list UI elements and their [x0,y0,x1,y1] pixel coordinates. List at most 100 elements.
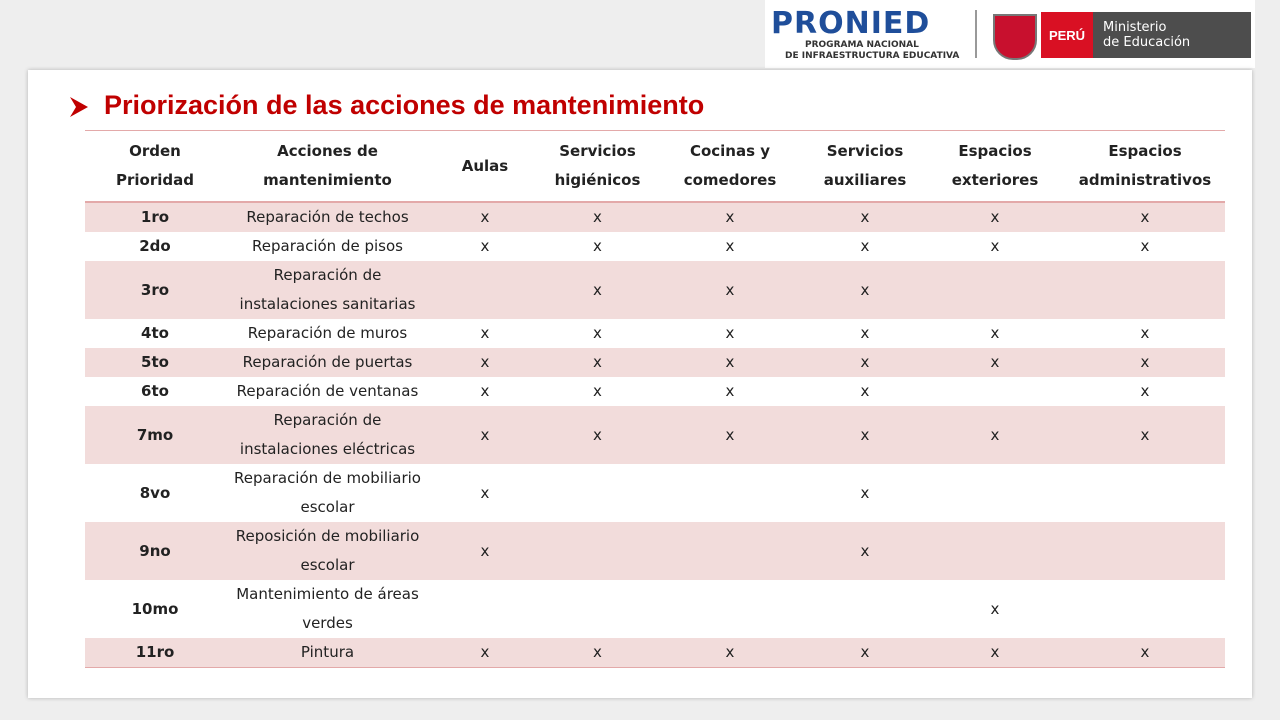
header-row: Orden Prioridad Acciones de mantenimiento… [85,130,1225,203]
table-cell: x [430,522,540,580]
table-row: 4to Reparación de muros x x x x x x [85,319,1225,348]
column-header: Espacios administrativos [1065,130,1225,203]
table-cell [655,522,805,580]
table-cell [430,261,540,319]
table-cell: x [925,406,1065,464]
table-row: 7mo Reparación de instalaciones eléctrica… [85,406,1225,464]
table-row: 2do Reparación de pisos x x x x x x [85,232,1225,261]
table-row: 3ro Reparación de instalaciones sanitaria… [85,261,1225,319]
table-cell: x [860,237,870,255]
column-header: Aulas [430,130,540,203]
table-cell: x [925,202,1065,232]
country-label: PERÚ [1041,12,1093,58]
table-cell: x [805,202,925,232]
table-cell [925,377,1065,406]
table-cell: 11ro [85,638,225,668]
column-header: Servicios higiénicos [540,130,655,203]
table-cell: 8vo [139,483,171,502]
table-cell [655,580,805,638]
table-cell: x [430,638,540,668]
table-cell: x [1140,237,1150,255]
table-cell: x [540,348,655,377]
table-cell: x [1140,324,1150,342]
column-header: Orden Prioridad [85,130,225,203]
table-cell: x [725,324,735,342]
table-cell: x [990,324,1000,342]
table-cell: x [480,324,490,342]
table-cell: Reparación de mobiliario escolar [234,469,421,516]
table-cell: x [860,324,870,342]
logo-bar: PRONIED PROGRAMA NACIONAL DE INFRAESTRUC… [765,0,1255,68]
table-cell: Reparación de puertas [225,348,430,377]
table-cell: 1ro [85,202,225,232]
table-cell [925,464,1065,522]
table-cell: x [655,348,805,377]
table-cell: x [540,261,655,319]
table-row: 5to Reparación de puertas x x x x x x [85,348,1225,377]
table-cell: x [805,522,925,580]
table-cell: x [480,483,490,502]
table-cell: x [1065,406,1225,464]
table-cell: x [480,382,490,400]
logo-subtitle: PROGRAMA NACIONAL [805,40,919,50]
table-cell [655,464,805,522]
table-row: 10mo Mantenimiento de áreas verdes x [85,580,1225,638]
table-cell: x [593,382,602,400]
bullet [70,97,88,117]
table-cell: Reparación de techos [225,202,430,232]
logo: PRONIED [771,6,931,41]
table-cell [925,261,1065,319]
table-cell: Reparación de instalaciones sanitarias [225,261,430,319]
table-cell [1065,464,1225,522]
separator [975,10,977,58]
table-cell: x [540,406,655,464]
table-cell: x [990,599,1000,618]
table-cell [925,522,1065,580]
ministry-line: de Educación [1103,35,1191,50]
table-cell: x [925,348,1065,377]
table-cell: x [860,382,870,400]
table-cell: x [655,202,805,232]
table-cell [1065,261,1225,319]
table-cell: Reposición de mobiliario escolar [225,522,430,580]
table-cell: 9no [85,522,225,580]
table-cell [1065,580,1225,638]
table-cell: x [725,382,735,400]
table-cell: x [593,237,602,255]
table-cell: x [655,261,805,319]
table-cell [805,580,925,638]
column-header: Acciones de mantenimiento [225,130,430,203]
ministry-line: Ministerio [1103,20,1167,35]
table-cell: x [430,348,540,377]
table-row: 6to Reparación de ventanas x x x x x [85,377,1225,406]
table-cell: 3ro [85,261,225,319]
table-cell [540,464,655,522]
table-cell: Mantenimiento de áreas verdes [236,585,419,632]
column-header: Cocinas y comedores [655,130,805,203]
table-cell: x [1065,638,1225,668]
table-cell [540,522,655,580]
table-cell: Reparación de ventanas [236,382,419,400]
table-cell [1065,522,1225,580]
table-cell: x [860,483,870,502]
table-cell: x [805,406,925,464]
logo-subtitle: DE INFRAESTRUCTURA EDUCATIVA [785,51,960,61]
column-header: Servicios auxiliares [805,130,925,203]
table-cell [430,580,540,638]
table-cell: x [655,638,805,668]
table-cell: 2do [139,237,171,255]
table-row: 1ro Reparación de techos x x x x x x [85,202,1225,232]
slide-title: Priorización de las acciones de mantenim… [104,90,705,120]
table-cell: x [805,348,925,377]
table-cell: x [925,638,1065,668]
table-cell: Reparación de pisos [252,237,403,255]
table-cell: x [430,202,540,232]
column-header: Espacios exteriores [925,130,1065,203]
coat-of-arms [993,14,1037,60]
table-cell: x [1065,202,1225,232]
ministry-label: Ministerio de Educación [1093,12,1251,58]
table-cell: Pintura [225,638,430,668]
table-cell: x [430,406,540,464]
table-cell: x [805,638,925,668]
